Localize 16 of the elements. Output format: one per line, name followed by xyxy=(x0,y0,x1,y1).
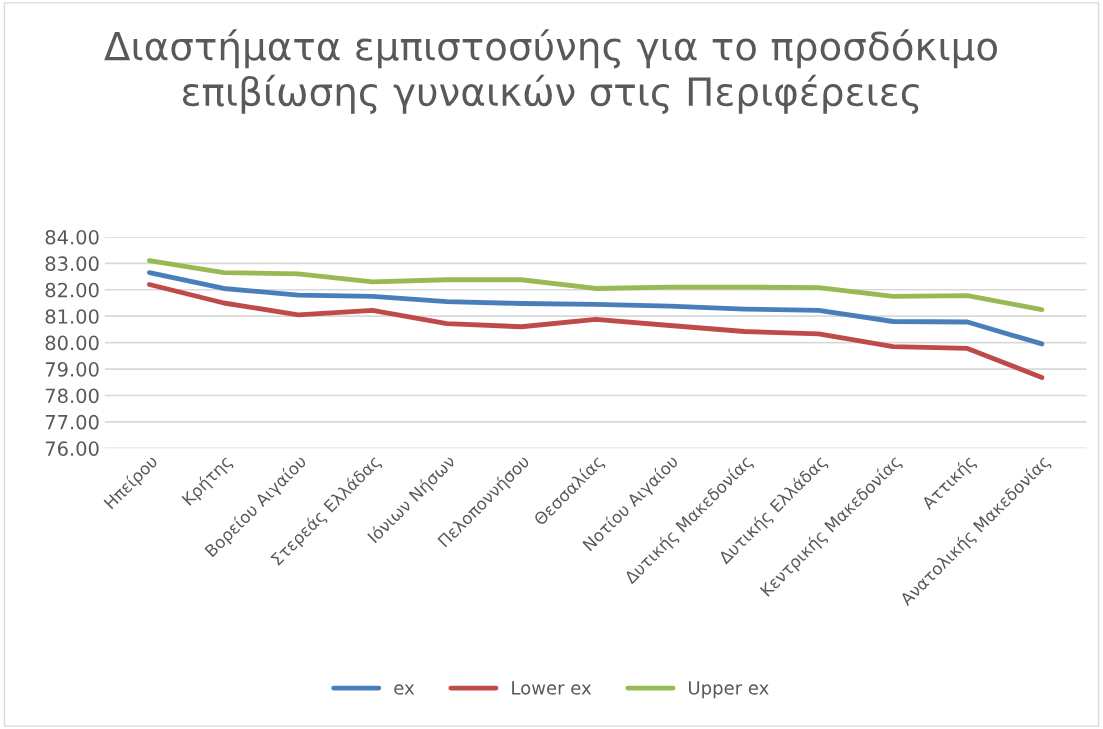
y-tick-label: 79.00 xyxy=(45,362,99,377)
legend-label: ex xyxy=(394,684,415,695)
legend-label: Lower ex xyxy=(512,681,592,695)
y-tick-label: 82.00 xyxy=(45,282,99,298)
line-series xyxy=(146,258,1045,313)
chart-title: Διαστήματα εμπιστοσύνης για το προσδόκιμο επιβίωσης γυναικών στις Περιφέρειες xyxy=(104,29,997,114)
y-tick-label: 76.00 xyxy=(45,441,99,456)
line-series xyxy=(146,282,1045,380)
y-tick-label: 77.00 xyxy=(45,414,99,430)
y-tick-label: 83.00 xyxy=(45,256,99,272)
y-tick-label: 84.00 xyxy=(45,229,99,245)
y-tick-label: 80.00 xyxy=(45,335,99,351)
line-series xyxy=(146,270,1045,347)
y-tick-label: 78.00 xyxy=(45,388,99,404)
y-tick-label: 81.00 xyxy=(45,309,99,324)
legend-label: Upper ex xyxy=(689,681,769,699)
